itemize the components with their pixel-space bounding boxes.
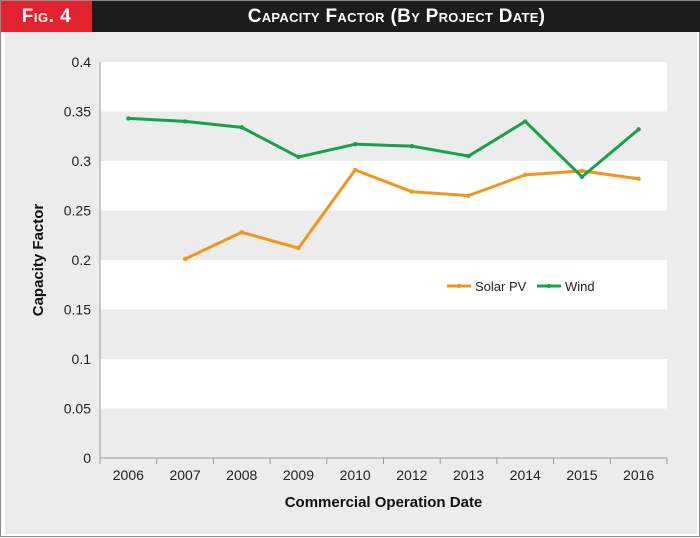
x-tick-label: 2008 xyxy=(226,467,257,483)
y-tick-label: 0.2 xyxy=(72,252,92,268)
series-lines xyxy=(126,116,641,262)
x-tick-label: 2013 xyxy=(453,467,484,483)
legend: Solar PV Wind xyxy=(447,279,595,294)
wind-data-point xyxy=(636,127,641,132)
wind-data-point xyxy=(126,116,131,121)
x-tick-label: 2006 xyxy=(113,467,144,483)
gridline-band xyxy=(100,161,667,211)
gridline-band xyxy=(100,359,667,409)
solar-pv-data-point xyxy=(296,245,301,251)
solar-pv-data-point xyxy=(636,176,641,182)
wind-series-line xyxy=(128,116,640,179)
wind-data-point xyxy=(352,141,358,147)
x-tick-label: 2012 xyxy=(396,467,427,483)
wind-legend-marker xyxy=(546,283,552,289)
wind-data-point xyxy=(409,143,415,149)
x-tick-label: 2009 xyxy=(283,467,314,483)
y-tick-label: 0.35 xyxy=(64,104,91,120)
y-tick-label: 0.25 xyxy=(64,203,91,219)
chart-title: Capacity Factor (By Project Date) xyxy=(247,6,546,27)
x-tick-label: 2016 xyxy=(623,467,654,483)
x-tick-label: 2014 xyxy=(510,467,541,483)
figure-number-label: Fig. 4 xyxy=(1,1,92,32)
wind-data-point xyxy=(182,119,188,124)
gridline-band xyxy=(100,62,667,112)
wind-data-point xyxy=(239,125,244,130)
x-axis-title: Commercial Operation Date xyxy=(285,494,483,511)
y-tick-label: 0.15 xyxy=(64,302,91,318)
solar-pv-data-point xyxy=(352,167,358,173)
x-tick-label: 2010 xyxy=(340,467,371,483)
gridline-band xyxy=(100,260,667,310)
wind-legend-label: Wind xyxy=(565,279,595,294)
wind-data-point xyxy=(296,154,301,160)
solar-pv-data-point xyxy=(239,230,244,235)
y-tick-label: 0.4 xyxy=(72,54,92,70)
y-tick-label: 0.05 xyxy=(64,401,91,417)
y-tick-label: 0.1 xyxy=(72,351,92,367)
x-axis-ticks: 2006 2007 2008 2009 2010 2012 2013 2014 2015 2016 xyxy=(99,458,668,483)
wind-data-point xyxy=(523,119,528,124)
solar-pv-data-point xyxy=(466,193,471,198)
solar-pv-legend-marker xyxy=(456,283,462,289)
y-axis-title: Capacity Factor xyxy=(30,204,47,317)
x-tick-label: 2015 xyxy=(566,467,597,483)
y-tick-label: 0.3 xyxy=(72,153,92,169)
wind-data-point xyxy=(466,153,471,159)
y-tick-label: 0 xyxy=(83,450,91,466)
solar-pv-data-point xyxy=(523,172,528,178)
solar-pv-data-point xyxy=(182,256,188,262)
solar-pv-data-point xyxy=(579,168,585,174)
gridline-bands xyxy=(100,62,667,409)
wind-data-point xyxy=(579,174,585,180)
x-tick-label: 2007 xyxy=(169,467,200,483)
solar-pv-legend-label: Solar PV xyxy=(475,279,527,294)
figure-header: Fig. 4 Capacity Factor (By Project Date) xyxy=(1,1,700,32)
solar-pv-data-point xyxy=(409,189,415,194)
y-axis-ticks: 0 0.05 0.1 0.15 0.2 0.25 0.3 0.35 0.4 xyxy=(64,54,91,466)
